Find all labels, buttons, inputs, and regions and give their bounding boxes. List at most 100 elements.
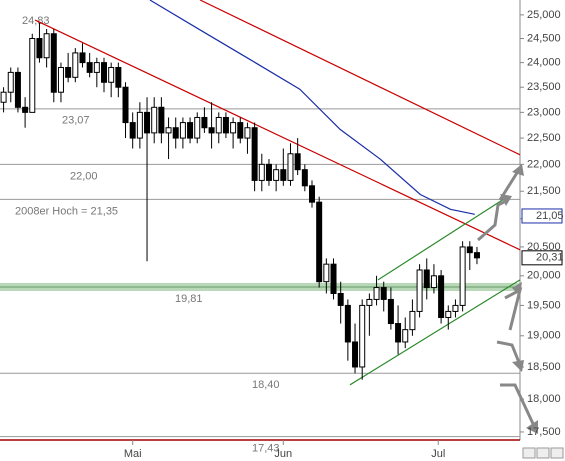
candle-body <box>187 122 194 139</box>
level-label: 18,40 <box>252 379 280 391</box>
candle-body <box>309 185 315 203</box>
candle-body <box>330 263 337 294</box>
candle-body <box>366 298 373 306</box>
trend-line <box>377 197 506 281</box>
candle-body <box>172 127 179 139</box>
candle-body <box>101 62 107 83</box>
candle-body <box>301 169 308 187</box>
candle-body <box>208 127 215 134</box>
candle-body <box>151 106 158 134</box>
candle-body <box>445 310 452 318</box>
level-label: 22,00 <box>70 170 98 182</box>
candle-body <box>230 122 237 134</box>
toolbar <box>522 447 564 459</box>
candle-body <box>337 292 344 306</box>
y-tick-label: 24,500 <box>527 32 561 44</box>
candle-body <box>222 116 229 134</box>
candle-body <box>323 263 330 283</box>
y-tick-label: 24,000 <box>527 57 561 69</box>
candle-body <box>14 71 21 108</box>
candle-body <box>473 252 480 259</box>
candle-body <box>50 33 57 93</box>
candle-body <box>387 298 394 325</box>
level-label: 17,43 <box>252 443 280 455</box>
arrow-heads <box>500 164 538 434</box>
x-tick-label: Jul <box>431 448 445 460</box>
candle-body <box>144 111 151 134</box>
candle-body <box>380 287 387 300</box>
candle-body <box>79 52 86 64</box>
trend-line <box>149 0 475 215</box>
candle-body <box>359 304 366 368</box>
candle-body <box>287 153 294 181</box>
candle-body <box>466 246 473 254</box>
candle-body <box>352 341 359 368</box>
button[interactable] <box>536 447 550 459</box>
candle-body <box>273 169 280 181</box>
candle-body <box>108 66 115 83</box>
candle-body <box>373 287 380 300</box>
y-tick-label: 23,500 <box>527 81 561 93</box>
trend-line <box>34 19 521 251</box>
trend-line <box>199 0 521 156</box>
price-tag-label: 21,05 <box>536 210 564 222</box>
candle-body <box>430 275 437 289</box>
candle-body <box>402 329 409 343</box>
candle-body <box>194 116 201 139</box>
candle-body <box>251 127 258 181</box>
candle-body <box>244 127 251 139</box>
candle-body <box>395 323 402 343</box>
trend-line <box>349 279 521 386</box>
candle-body <box>165 127 172 134</box>
candle-body <box>122 86 129 124</box>
candle-body <box>459 246 466 306</box>
y-tick-label: 20,000 <box>527 270 561 282</box>
candle-body <box>29 37 36 113</box>
candle-body <box>416 269 423 312</box>
y-tick-label: 19,000 <box>527 330 561 342</box>
level-label: 19,81 <box>175 293 203 305</box>
candle-body <box>93 62 100 73</box>
y-tick-label: 19,500 <box>527 299 561 311</box>
candle-body <box>7 71 14 93</box>
y-tick-label: 17,500 <box>527 426 561 438</box>
candle-body <box>201 116 208 129</box>
candle-body <box>179 122 186 139</box>
candle-body <box>316 201 323 283</box>
candle-body <box>438 275 445 318</box>
candle-body <box>258 163 265 181</box>
candle-body <box>136 111 143 139</box>
candle-body <box>22 106 29 113</box>
y-tick-label: 21,500 <box>527 185 561 197</box>
candle-body <box>294 153 301 171</box>
y-tick-label: 22,500 <box>527 132 561 144</box>
x-tick-label: Mai <box>124 448 142 460</box>
y-tick-label: 22,000 <box>527 158 561 170</box>
candle-body <box>115 66 122 88</box>
candle-body <box>215 116 222 134</box>
candle-body <box>0 91 7 103</box>
y-tick-label: 23,000 <box>527 106 561 118</box>
y-tick-label: 20,500 <box>527 241 561 253</box>
candle-body <box>280 169 287 181</box>
candle-body <box>65 66 72 78</box>
candle-body <box>72 52 79 78</box>
y-tick-label: 18,000 <box>527 393 561 405</box>
button[interactable] <box>550 447 564 459</box>
candle-body <box>86 62 93 73</box>
y-tick-label: 18,500 <box>527 361 561 373</box>
candle-body <box>237 122 244 139</box>
candle-body <box>36 37 43 59</box>
level-label: 2008er Hoch = 21,35 <box>15 205 118 217</box>
y-tick-label: 25,000 <box>527 9 561 21</box>
candle-body <box>344 304 351 343</box>
plot: 23,07 22,00 2008er Hoch = 21,35 19,81 18,40 1… <box>0 0 521 455</box>
candle-body <box>423 269 430 289</box>
candle-body <box>43 33 50 59</box>
level-label: 23,07 <box>62 115 90 127</box>
button[interactable] <box>522 447 536 459</box>
candle-body <box>158 106 165 134</box>
candle-body <box>452 304 459 312</box>
